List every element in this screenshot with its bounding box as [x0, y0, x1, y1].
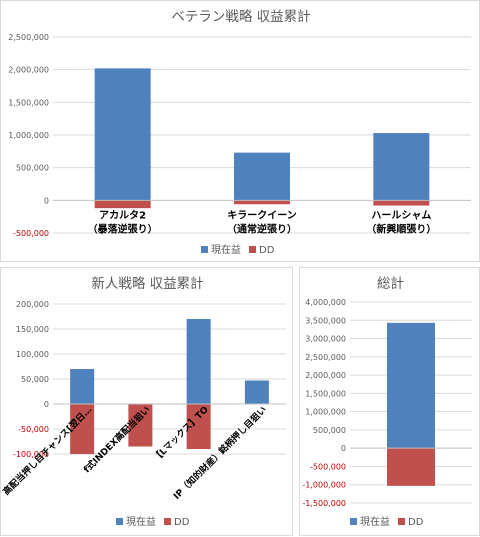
legend-label: 現在益 — [360, 515, 390, 528]
y-tick-label: 2,000,000 — [8, 66, 49, 75]
legend-label: DD — [408, 517, 424, 528]
legend-label: DD — [174, 517, 190, 528]
veteran-strategy-chart-panel: ベテラン戦略 収益累計 -500,000 0 500,000 1,000,000 1,50… — [0, 0, 480, 262]
bar-dd — [373, 200, 430, 206]
y-tick-label: 0 — [341, 444, 346, 453]
newcomer-strategy-chart: 新人戦略 収益累計 -100,000 -50,000 0 50,000 100,000 15… — [0, 276, 286, 528]
category-label: アカルタ2 （暴落逆張り） — [88, 209, 158, 235]
bar-current-profit — [387, 322, 435, 449]
category-label: IP（知的財産）銘柄押し目狙い — [171, 404, 269, 502]
category-label: キラークイーン（通常逆張り） — [227, 209, 297, 235]
legend-swatch — [201, 246, 208, 253]
y-tick-label: 2,500,000 — [8, 33, 49, 42]
bar-current-profit — [70, 369, 95, 404]
legend-swatch — [398, 518, 405, 525]
legend-label: 現在益 — [211, 243, 241, 256]
y-tick-label: 0 — [44, 196, 49, 205]
y-tick-label: -1,500,000 — [302, 499, 346, 508]
legend-label: 現在益 — [126, 515, 156, 528]
bar-dd — [234, 200, 290, 205]
y-tick-label: 150,000 — [16, 325, 49, 334]
y-tick-label: 1,500,000 — [8, 98, 49, 107]
total-chart-panel: 総計 -1,500,000 -1,000,000 -500,000 0 500,000 1,… — [299, 267, 480, 536]
bar-dd — [128, 404, 153, 447]
bar-dd — [94, 200, 151, 209]
y-tick-label: 2,000,000 — [305, 371, 346, 380]
total-chart: 総計 -1,500,000 -1,000,000 -500,000 0 500,000 1,… — [302, 276, 472, 528]
y-tick-label: 0 — [44, 400, 49, 409]
y-tick-label: 3,000,000 — [305, 335, 346, 344]
bar-dd — [70, 404, 95, 454]
y-tick-label: 200,000 — [16, 300, 49, 309]
newcomer-strategy-chart-panel: 新人戦略 収益累計 -100,000 -50,000 0 50,000 100,000 15… — [0, 267, 293, 536]
legend-swatch — [249, 246, 256, 253]
legend-swatch — [164, 518, 171, 525]
bar-current-profit — [244, 380, 269, 404]
chart-title: ベテラン戦略 収益累計 — [171, 9, 310, 25]
bar-current-profit — [94, 68, 151, 201]
y-tick-label: -500,000 — [310, 462, 346, 471]
bar-dd — [186, 404, 211, 449]
y-tick-label: 50,000 — [21, 375, 49, 384]
bar-current-profit — [234, 152, 290, 201]
veteran-strategy-chart: ベテラン戦略 収益累計 -500,000 0 500,000 1,000,000 1,50… — [8, 9, 471, 256]
y-tick-label: 1,500,000 — [305, 389, 346, 398]
y-tick-label: -100,000 — [13, 450, 49, 459]
y-tick-label: -50,000 — [18, 425, 49, 434]
legend-swatch — [350, 518, 357, 525]
y-tick-label: 3,500,000 — [305, 316, 346, 325]
y-tick-label: 500,000 — [313, 426, 346, 435]
chart-title: 新人戦略 収益累計 — [91, 276, 203, 292]
legend-swatch — [116, 518, 123, 525]
y-tick-label: 2,500,000 — [305, 353, 346, 362]
y-tick-label: 4,000,000 — [305, 298, 346, 307]
category-label: ハールシャム（新興順張り） — [366, 209, 436, 235]
bar-current-profit — [373, 133, 430, 201]
legend-label: DD — [259, 245, 275, 256]
y-tick-label: 100,000 — [16, 350, 49, 359]
chart-title: 総計 — [377, 276, 404, 292]
y-tick-label: 500,000 — [16, 164, 49, 173]
y-tick-label: 1,000,000 — [305, 408, 346, 417]
bar-dd — [387, 448, 435, 486]
y-tick-label: -500,000 — [13, 229, 49, 238]
y-tick-label: -1,000,000 — [302, 481, 346, 490]
bar-current-profit — [186, 319, 211, 404]
y-tick-label: 1,000,000 — [8, 131, 49, 140]
